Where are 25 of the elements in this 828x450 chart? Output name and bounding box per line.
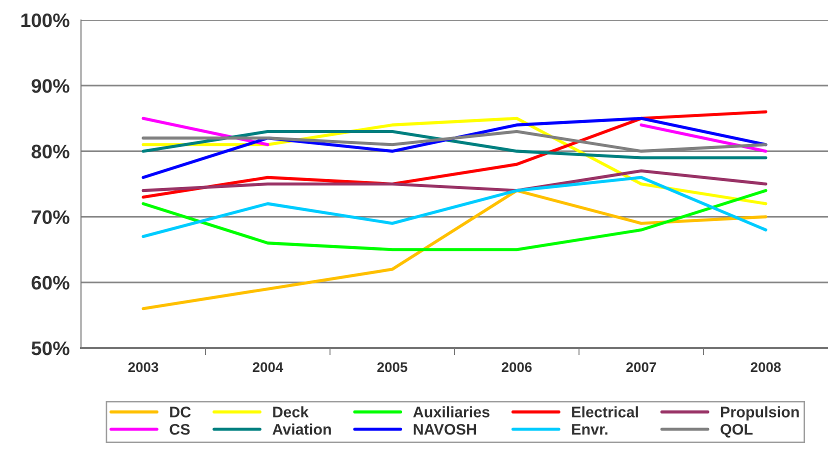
legend-label: Propulsion xyxy=(720,406,799,420)
x-tick-label: 2006 xyxy=(502,362,532,372)
x-tick-label: 2004 xyxy=(252,362,284,372)
legend-label: Aviation xyxy=(272,424,331,435)
x-tick-label: 2003 xyxy=(128,362,158,372)
line-series xyxy=(142,189,768,252)
legend-label: NAVOSH xyxy=(414,424,476,435)
y-tick-label: 80% xyxy=(32,144,70,158)
legend-label: DC xyxy=(170,406,191,418)
legend-label: Deck xyxy=(273,406,309,418)
y-tick-label: 70% xyxy=(32,210,70,224)
legend-label: CS xyxy=(170,424,190,435)
y-tick-label: 100% xyxy=(21,13,70,28)
x-tick-label: 2005 xyxy=(377,362,408,372)
y-tick-label: 90% xyxy=(32,79,70,93)
legend-label: Electrical xyxy=(572,406,638,418)
line-series xyxy=(142,176,768,238)
legend-label: Envr. xyxy=(572,424,608,435)
line-series xyxy=(142,189,768,310)
x-tick-label: 2008 xyxy=(750,362,781,372)
y-tick-label: 50% xyxy=(32,341,70,356)
y-tick-label: 60% xyxy=(32,276,70,290)
legend-label: Auxiliaries xyxy=(413,406,490,418)
x-tick-label: 2007 xyxy=(626,362,656,372)
legend-label: QOL xyxy=(720,424,753,438)
